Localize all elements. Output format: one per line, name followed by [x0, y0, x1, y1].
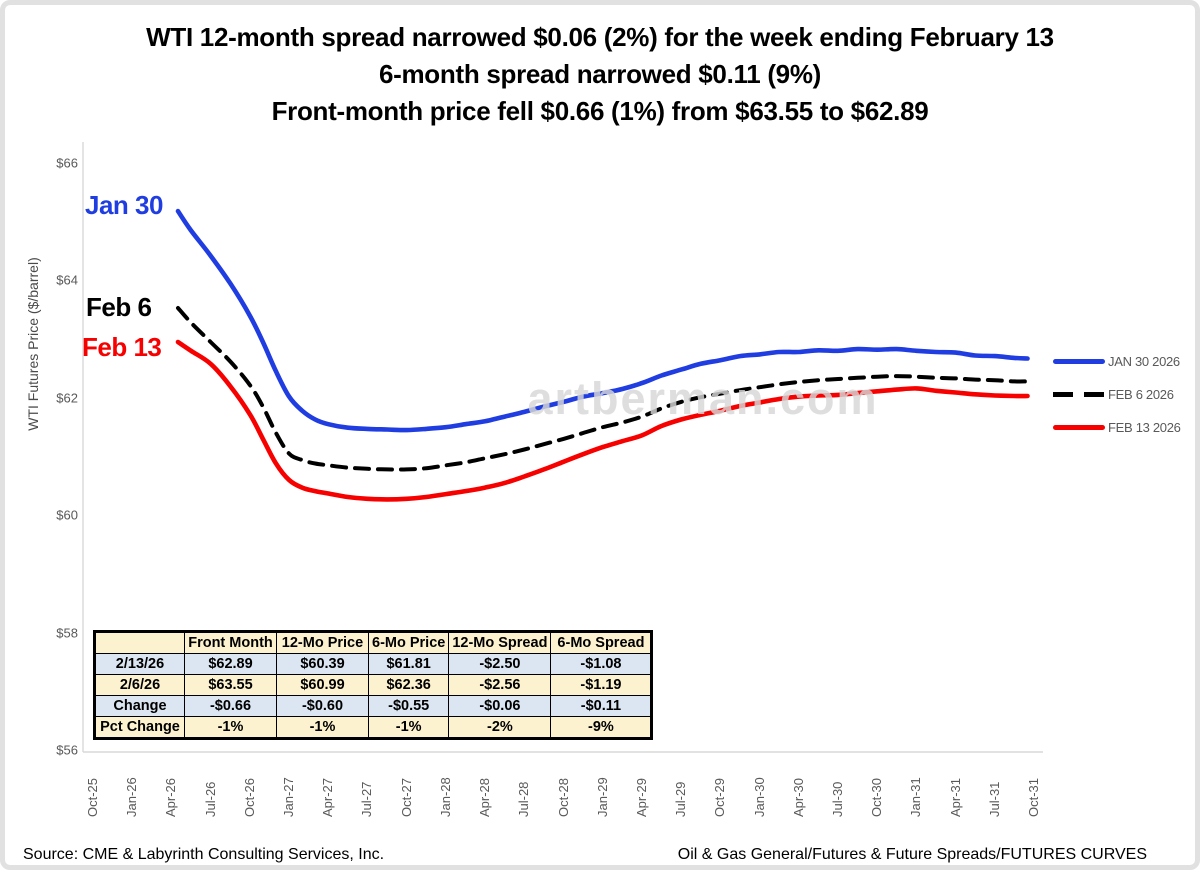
table-cell: 12-Mo Price [276, 631, 369, 654]
table-cell: -$1.08 [550, 653, 653, 675]
x-tick-label: Apr-27 [320, 777, 336, 817]
table-cell: 6-Mo Spread [550, 631, 653, 654]
x-tick-label: Jan-31 [908, 777, 924, 817]
series-label-feb-13: Feb 13 [82, 332, 162, 362]
x-tick-label: Apr-26 [163, 777, 179, 817]
legend-item: FEB 6 2026 [1053, 378, 1195, 411]
table-cell: -$0.55 [367, 695, 450, 717]
table-row: Change -$0.66 -$0.60 -$0.55 -$0.06 -$0.11 [94, 695, 653, 717]
y-tick-label: $58 [56, 625, 78, 641]
table-cell: -1% [184, 716, 277, 739]
table-cell: -$1.19 [550, 674, 653, 696]
x-tick-label: Oct-28 [555, 777, 571, 817]
x-tick-label: Jul-29 [673, 781, 689, 817]
legend-label: FEB 13 2026 [1108, 420, 1181, 435]
y-tick-label: $60 [56, 507, 78, 523]
x-tick-label: Oct-26 [241, 777, 257, 817]
legend-label: JAN 30 2026 [1108, 354, 1180, 369]
legend-label: FEB 6 2026 [1108, 387, 1174, 402]
x-tick-label: Oct-25 [85, 777, 100, 817]
series-label-feb-6: Feb 6 [86, 292, 152, 322]
y-tick-label: $62 [56, 390, 78, 406]
x-tick-label: Oct-29 [712, 777, 728, 817]
table-cell: -$2.50 [448, 653, 552, 675]
footer-category-text: Oil & Gas General/Futures & Future Sprea… [677, 846, 1147, 863]
table-row: Front Month 12-Mo Price 6-Mo Price 12-Mo Sp… [94, 631, 653, 654]
table-cell: 6-Mo Price [367, 631, 450, 654]
table-cell: -$0.60 [276, 695, 369, 717]
chart-title: WTI 12-month spread narrowed $0.06 (2%) … [5, 19, 1195, 130]
chart-title-line1: WTI 12-month spread narrowed $0.06 (2%) … [146, 22, 1054, 52]
table-cell: $63.55 [184, 674, 277, 696]
x-tick-label: Jan-26 [124, 777, 140, 817]
table-cell: $60.99 [276, 674, 369, 696]
chart-title-line2: 6-month spread narrowed $0.11 (9%) [378, 59, 822, 89]
watermark: artberman.com [527, 373, 879, 424]
table-cell [94, 631, 185, 654]
table-cell: -9% [550, 716, 653, 739]
plot-area [82, 142, 1043, 753]
table-cell: $62.36 [367, 674, 450, 696]
x-tick-label: Jul-31 [986, 781, 1002, 817]
x-tick-label: Jul-27 [359, 781, 375, 817]
x-tick-label: Apr-29 [633, 777, 649, 817]
x-tick-label: Jan-29 [594, 777, 610, 817]
chart-title-line3: Front-month price fell $0.66 (1%) from $… [271, 96, 929, 126]
table-cell: 2/13/26 [94, 653, 185, 675]
legend-line-swatch [1053, 425, 1105, 430]
table-cell: 2/6/26 [94, 674, 185, 696]
table-cell: -$2.56 [448, 674, 552, 696]
table-cell: -$0.11 [550, 695, 653, 717]
table-cell: -1% [367, 716, 450, 739]
x-tick-label: Jan-27 [281, 777, 297, 817]
y-tick-label: $66 [56, 155, 78, 171]
series-label-jan-30: Jan 30 [85, 190, 163, 220]
series-line-jan-30-2026 [175, 208, 1030, 433]
legend: JAN 30 2026 FEB 6 2026 FEB 13 2026 [1053, 345, 1195, 444]
y-tick-label: $56 [56, 742, 78, 758]
table-row: 2/13/26 $62.89 $60.39 $61.81 -$2.50 -$1.08 [94, 653, 653, 675]
y-tick-label: $64 [56, 272, 78, 288]
table-cell: 12-Mo Spread [448, 631, 552, 654]
table-cell: $60.39 [276, 653, 369, 675]
x-tick-label: Jan-30 [751, 777, 767, 817]
x-tick-label: Oct-31 [1026, 777, 1042, 817]
series-line-feb-13-2026 [175, 339, 1030, 502]
table-cell: Front Month [184, 631, 277, 654]
legend-item: JAN 30 2026 [1053, 345, 1195, 378]
spread-data-table: Front Month 12-Mo Price 6-Mo Price 12-Mo Sp… [93, 630, 654, 740]
series-line-feb-6-2026 [176, 306, 1030, 472]
x-tick-label: Apr-28 [477, 777, 493, 817]
legend-line-swatch [1053, 392, 1105, 397]
table-cell: $61.81 [367, 653, 450, 675]
x-tick-label: Jul-28 [516, 781, 532, 817]
x-tick-label: Oct-27 [398, 777, 414, 817]
x-tick-label: Apr-31 [947, 777, 963, 817]
table-row: 2/6/26 $63.55 $60.99 $62.36 -$2.56 -$1.19 [94, 674, 653, 696]
table-cell: -$0.66 [184, 695, 277, 717]
table-cell: $62.89 [184, 653, 277, 675]
footer-source-text: Source: CME & Labyrinth Consulting Servi… [23, 846, 385, 863]
table-cell: Pct Change [94, 716, 185, 739]
y-axis-title: WTI Futures Price ($/barrel) [25, 257, 41, 431]
table-cell: -2% [448, 716, 552, 739]
table-cell: Change [94, 695, 185, 717]
x-tick-label: Jul-30 [829, 781, 845, 817]
x-tick-label: Jan-28 [437, 777, 453, 817]
x-tick-label: Jul-26 [202, 781, 218, 817]
table-cell: -1% [276, 716, 369, 739]
x-tick-label: Oct-30 [869, 777, 885, 817]
table-cell: -$0.06 [448, 695, 552, 717]
legend-item: FEB 13 2026 [1053, 411, 1195, 444]
x-tick-label: Apr-30 [790, 777, 806, 817]
table-row: Pct Change -1% -1% -1% -2% -9% [94, 716, 653, 739]
legend-line-swatch [1053, 359, 1105, 364]
